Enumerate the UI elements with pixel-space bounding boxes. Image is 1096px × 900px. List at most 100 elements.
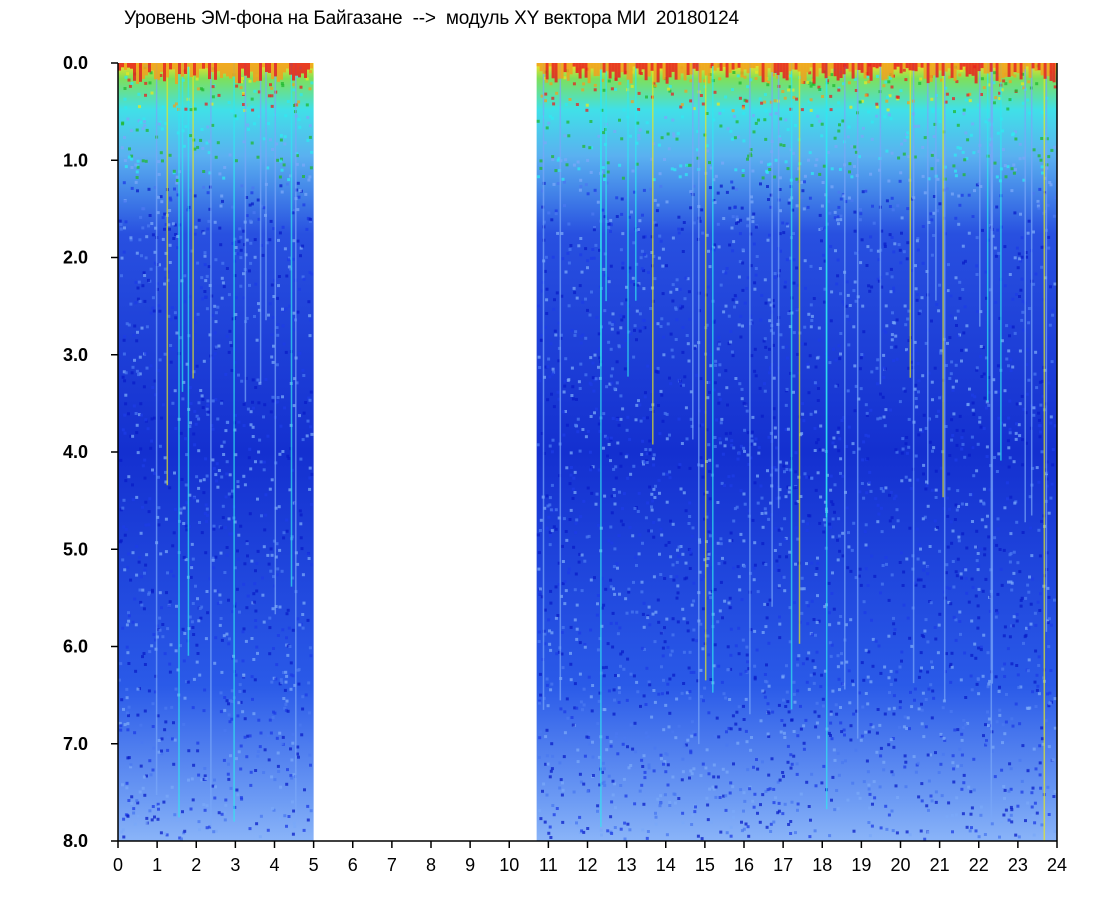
heatmap-hot-cell bbox=[199, 63, 202, 69]
heatmap-cell bbox=[640, 249, 644, 253]
heatmap-cell bbox=[671, 522, 675, 526]
heatmap-cell bbox=[1043, 111, 1047, 115]
heatmap-cell bbox=[813, 381, 817, 385]
heatmap-cell bbox=[136, 165, 140, 169]
heatmap-cell bbox=[675, 596, 679, 600]
heatmap-cell bbox=[776, 811, 780, 815]
heatmap-cell bbox=[685, 437, 689, 441]
heatmap-cell bbox=[981, 674, 985, 678]
heatmap-cell bbox=[868, 806, 872, 810]
heatmap-cell bbox=[721, 767, 725, 771]
heatmap-cell bbox=[862, 440, 866, 444]
heatmap-cell bbox=[832, 436, 836, 440]
heatmap-cell bbox=[192, 103, 196, 107]
heatmap-cell bbox=[782, 464, 786, 468]
heatmap-cell bbox=[126, 117, 130, 121]
heatmap-cell bbox=[251, 406, 255, 410]
heatmap-cell bbox=[764, 355, 768, 359]
heatmap-cell bbox=[716, 775, 720, 779]
heatmap-cell bbox=[291, 576, 295, 580]
heatmap-cell bbox=[690, 823, 694, 826]
heatmap-cell bbox=[916, 578, 920, 582]
heatmap-cell bbox=[957, 194, 961, 198]
heatmap-cell bbox=[751, 220, 755, 224]
heatmap-cell bbox=[899, 89, 903, 93]
heatmap-cell bbox=[672, 132, 676, 136]
heatmap-cell bbox=[225, 460, 229, 464]
heatmap-cell bbox=[971, 215, 975, 218]
heatmap-cell bbox=[661, 247, 665, 251]
heatmap-cell bbox=[676, 378, 680, 382]
heatmap-cell bbox=[699, 774, 703, 778]
heatmap-cell bbox=[821, 704, 825, 708]
heatmap-cell bbox=[618, 81, 622, 85]
heatmap-cell bbox=[234, 246, 238, 249]
heatmap-cell bbox=[840, 419, 844, 422]
heatmap-cell bbox=[656, 370, 660, 374]
heatmap-cell bbox=[603, 215, 607, 219]
heatmap-cell bbox=[681, 770, 685, 774]
heatmap-cell bbox=[287, 815, 291, 818]
heatmap-cell bbox=[149, 446, 153, 450]
heatmap-cell bbox=[206, 227, 210, 231]
heatmap-cell bbox=[806, 80, 810, 84]
heatmap-cell bbox=[934, 800, 938, 804]
heatmap-cell bbox=[543, 608, 547, 612]
heatmap-cell bbox=[734, 722, 738, 726]
heatmap-cell bbox=[306, 138, 310, 142]
heatmap-cell bbox=[309, 70, 312, 74]
heatmap-cell bbox=[652, 535, 656, 539]
heatmap-cell bbox=[586, 259, 590, 263]
heatmap-cell bbox=[1025, 348, 1029, 352]
heatmap-cell bbox=[760, 496, 764, 500]
heatmap-cell bbox=[127, 662, 131, 665]
heatmap-cell bbox=[157, 369, 161, 373]
heatmap-cell bbox=[223, 818, 227, 822]
heatmap-cell bbox=[300, 547, 304, 551]
heatmap-cell bbox=[820, 781, 824, 785]
heatmap-cell bbox=[874, 497, 878, 501]
heatmap-cell bbox=[852, 289, 856, 293]
heatmap-cell bbox=[638, 312, 642, 316]
heatmap-cell bbox=[648, 485, 652, 489]
heatmap-cell bbox=[150, 644, 154, 648]
heatmap-cell bbox=[713, 588, 717, 592]
heatmap-cell bbox=[148, 214, 152, 217]
heatmap-cell bbox=[920, 429, 924, 433]
heatmap-cell bbox=[841, 119, 845, 123]
heatmap-cell bbox=[829, 488, 833, 492]
heatmap-cell bbox=[650, 529, 653, 533]
heatmap-cell bbox=[885, 562, 888, 566]
heatmap-cell bbox=[615, 732, 618, 736]
heatmap-cell bbox=[892, 525, 895, 529]
heatmap-cell bbox=[905, 348, 908, 352]
heatmap-cell bbox=[633, 721, 637, 725]
heatmap-cell bbox=[976, 626, 980, 630]
heatmap-cell bbox=[879, 487, 883, 491]
heatmap-cell bbox=[144, 93, 147, 97]
heatmap-cell bbox=[679, 487, 683, 491]
heatmap-cell bbox=[136, 297, 140, 301]
heatmap-cell bbox=[582, 144, 586, 148]
heatmap-cell bbox=[800, 611, 804, 615]
heatmap-cell bbox=[223, 696, 227, 699]
heatmap-cell bbox=[680, 691, 684, 695]
heatmap-cell bbox=[975, 236, 979, 240]
heatmap-cell bbox=[279, 138, 283, 142]
heatmap-cell bbox=[807, 475, 811, 479]
heatmap-cell bbox=[975, 682, 979, 686]
heatmap-cell bbox=[1011, 325, 1015, 329]
heatmap-cell bbox=[543, 325, 547, 329]
heatmap-cell bbox=[665, 264, 668, 268]
heatmap-cell bbox=[766, 702, 770, 706]
heatmap-cell bbox=[923, 837, 927, 841]
heatmap-cell bbox=[266, 828, 270, 832]
heatmap-cell bbox=[141, 655, 144, 659]
heatmap-cell bbox=[621, 261, 625, 265]
heatmap-cell bbox=[258, 438, 262, 442]
heatmap-cell bbox=[690, 720, 694, 724]
heatmap-cell bbox=[718, 437, 722, 441]
heatmap-cell bbox=[796, 352, 800, 356]
heatmap-cell bbox=[641, 213, 644, 217]
heatmap-cell bbox=[960, 193, 964, 197]
